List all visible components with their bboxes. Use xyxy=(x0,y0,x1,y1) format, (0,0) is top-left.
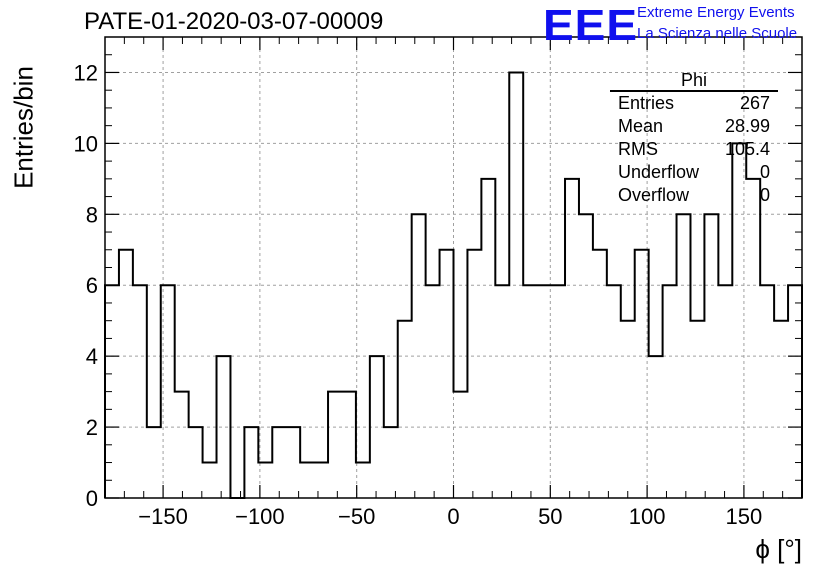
tick-labels: −150 −100 −50 0 50 100 150 0 2 4 6 8 10 12 xyxy=(74,60,763,529)
y-tick-label: 0 xyxy=(86,486,98,511)
histogram-bin xyxy=(217,356,231,498)
histogram-bin xyxy=(495,285,509,498)
histogram-bin xyxy=(342,392,356,498)
x-axis-label: ϕ [°] xyxy=(755,534,802,564)
histogram-bin xyxy=(314,463,328,498)
y-tick-label: 8 xyxy=(86,202,98,227)
histogram-bars xyxy=(104,71,803,499)
stats-label: RMS xyxy=(618,139,658,159)
histogram-bin xyxy=(175,392,189,498)
y-tick-label: 12 xyxy=(74,60,98,85)
histogram-bin xyxy=(147,427,161,498)
histogram-bin xyxy=(189,427,203,498)
y-tick-label: 2 xyxy=(86,415,98,440)
x-tick-label: 100 xyxy=(629,504,666,529)
histogram-bin xyxy=(467,250,481,498)
logo-line-2: La Scienza nelle Scuole xyxy=(637,25,798,42)
stats-value: 267 xyxy=(739,93,770,113)
histogram-bin xyxy=(440,250,454,498)
stats-label: Entries xyxy=(618,93,675,113)
histogram-bin xyxy=(537,285,551,498)
x-tick-label: 150 xyxy=(726,504,763,529)
stats-row-mean: Mean 28.99 xyxy=(610,115,778,138)
eee-logo: EEE xyxy=(543,0,639,50)
histogram-bin xyxy=(133,285,147,498)
histogram-bin xyxy=(119,250,133,498)
histogram-bin xyxy=(635,250,649,498)
stats-row-underflow: Underflow 0 xyxy=(610,161,778,184)
x-tick-label: −150 xyxy=(138,504,188,529)
y-axis-label: Entries/bin xyxy=(8,66,39,189)
x-tick-label: 50 xyxy=(538,504,562,529)
chart-title: PATE-01-2020-03-07-00009 xyxy=(84,8,384,35)
stats-label: Underflow xyxy=(618,162,700,182)
y-tick-label: 6 xyxy=(86,273,98,298)
histogram-bin xyxy=(593,250,607,498)
histogram-bin xyxy=(718,285,732,498)
histogram-bin xyxy=(746,179,760,498)
histogram-bin xyxy=(663,285,677,498)
stats-row-rms: RMS 105.4 xyxy=(610,138,778,161)
histogram-bin xyxy=(607,285,621,498)
histogram-bin xyxy=(356,463,370,498)
stats-title: Phi xyxy=(610,70,778,92)
histogram-bin xyxy=(677,214,691,498)
histogram-bin xyxy=(300,463,314,498)
histogram-bin xyxy=(161,285,175,498)
histogram-bin xyxy=(384,427,398,498)
histogram-bin xyxy=(398,321,412,498)
histogram-bin xyxy=(426,285,440,498)
histogram-bin xyxy=(760,285,774,498)
histogram-bin xyxy=(523,285,537,498)
histogram-bin xyxy=(370,356,384,498)
logo-line-1: Extreme Energy Events xyxy=(637,4,795,21)
y-tick-label: 4 xyxy=(86,344,98,369)
histogram-bin xyxy=(774,321,788,498)
stats-row-overflow: Overflow 0 xyxy=(610,184,778,207)
stats-row-entries: Entries 267 xyxy=(610,92,778,115)
histogram-bin xyxy=(481,179,495,498)
stats-label: Overflow xyxy=(618,185,690,205)
histogram-bin xyxy=(509,72,523,498)
histogram-bin xyxy=(690,321,704,498)
stats-label: Mean xyxy=(618,116,664,136)
histogram-bin xyxy=(621,321,635,498)
x-tick-label: −100 xyxy=(235,504,285,529)
histogram-bin xyxy=(272,427,286,498)
histogram-outline xyxy=(104,71,803,499)
histogram-bin xyxy=(244,427,258,498)
stats-value: 28.99 xyxy=(724,116,770,136)
stats-value: 105.4 xyxy=(724,139,770,159)
histogram-bin xyxy=(203,463,217,498)
stats-value: 0 xyxy=(759,162,770,182)
stats-value: 0 xyxy=(759,185,770,205)
y-tick-label: 10 xyxy=(74,131,98,156)
axis-ticks xyxy=(105,37,802,499)
histogram-bin xyxy=(579,214,593,498)
histogram-bin xyxy=(704,214,718,498)
histogram-bin xyxy=(328,392,342,498)
histogram-bin xyxy=(454,392,468,498)
histogram-bin xyxy=(412,214,426,498)
histogram-bin xyxy=(565,179,579,498)
histogram-bin xyxy=(286,427,300,498)
stats-box: Phi Entries 267 Mean 28.99 RMS 105.4 Und… xyxy=(610,70,778,207)
histogram-bin xyxy=(649,356,663,498)
histogram-bin xyxy=(551,285,565,498)
x-tick-label: −50 xyxy=(338,504,375,529)
x-tick-label: 0 xyxy=(447,504,459,529)
